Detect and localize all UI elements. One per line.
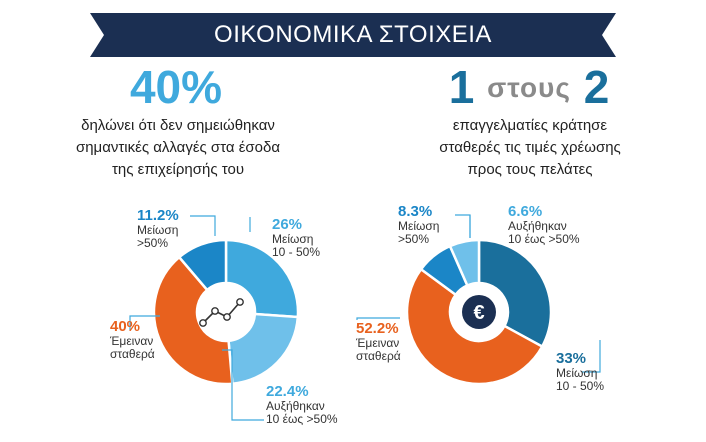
slice-percent: 40% (110, 318, 141, 335)
slice-caption: σταθερά (110, 347, 155, 361)
right-label-slice-1: 52.2% Έμειναν σταθερά (356, 320, 401, 363)
donut-slice (177, 238, 228, 292)
right-big-num1: 1 (448, 61, 475, 113)
donut-left (152, 238, 300, 386)
right-label-slice-0: 33% Μείωση 10 - 50% (556, 350, 604, 393)
donut-right (405, 238, 553, 386)
slice-percent: 33% (556, 350, 587, 367)
slice-percent: 22.4% (266, 383, 309, 400)
left-label-slice-1: 22.4% Αυξήθηκαν 10 έως >50% (266, 383, 338, 426)
slice-percent: 52.2% (356, 320, 399, 337)
slice-caption: Μείωση (556, 366, 598, 380)
right-desc-line: επαγγελματίες κράτησε (452, 117, 608, 134)
slice-caption: Αυξήθηκαν (508, 219, 567, 233)
right-description: επαγγελματίες κράτησε σταθερές τις τιμές… (352, 115, 706, 181)
left-desc-line: δηλώνει ότι δεν σημειώθηκαν (81, 117, 275, 134)
right-big-word: στους (487, 72, 571, 103)
euro-icon: € (452, 285, 506, 339)
donut-slice (477, 238, 553, 349)
donut-slice (224, 238, 300, 319)
left-description: δηλώνει ότι δεν σημειώθηκαν σημαντικές α… (0, 115, 356, 181)
slice-caption: 10 έως >50% (508, 232, 580, 246)
svg-text:€: € (473, 302, 484, 324)
banner-ribbon (90, 13, 616, 57)
slice-caption: Αυξήθηκαν (266, 399, 325, 413)
header-banner: ΟΙΚΟΝΟΜΙΚΑ ΣΤΟΙΧΕΙΑ (90, 13, 616, 57)
right-label-slice-2: 8.3% Μείωση >50% (398, 203, 439, 246)
slice-percent: 8.3% (398, 203, 433, 220)
donut-slice (405, 267, 544, 386)
donut-slice (152, 255, 234, 386)
slice-caption: >50% (398, 232, 430, 246)
slice-caption: 10 - 50% (272, 245, 321, 259)
slice-caption: Έμειναν (110, 334, 154, 348)
right-big-value: 1 στους 2 (352, 60, 706, 114)
donut-slice (227, 312, 300, 386)
left-big-value: 40% (129, 61, 223, 113)
slice-caption: >50% (137, 236, 169, 250)
left-desc-line: της επιχείρησής του (111, 161, 245, 178)
slice-caption: Μείωση (398, 219, 440, 233)
left-label-slice-3: 11.2% Μείωση >50% (137, 207, 179, 250)
slice-percent: 6.6% (508, 203, 543, 220)
right-big-num2: 2 (583, 61, 610, 113)
leader-lines (129, 214, 601, 421)
right-label-slice-3: 6.6% Αυξήθηκαν 10 έως >50% (508, 203, 580, 246)
slice-percent: 26% (272, 216, 303, 233)
slice-caption: σταθερά (356, 349, 401, 363)
slice-caption: Μείωση (272, 232, 314, 246)
right-desc-line: προς τους πελάτες (467, 161, 593, 178)
slice-caption: 10 έως >50% (266, 412, 338, 426)
right-desc-line: σταθερές τις τιμές χρέωσης (439, 139, 621, 156)
donut-slice (448, 238, 481, 288)
page-title: ΟΙΚΟΝΟΜΙΚΑ ΣΤΟΙΧΕΙΑ (214, 21, 492, 48)
line-chart-icon (199, 285, 253, 339)
left-label-slice-2: 40% Έμειναν σταθερά (110, 318, 155, 361)
slice-caption: Μείωση (137, 223, 179, 237)
slice-caption: 10 - 50% (556, 379, 605, 393)
slice-percent: 11.2% (137, 207, 179, 224)
left-desc-line: σημαντικές αλλαγές στα έσοδα (75, 139, 281, 156)
left-label-slice-0: 26% Μείωση 10 - 50% (272, 216, 320, 259)
slice-caption: Έμειναν (356, 336, 400, 350)
